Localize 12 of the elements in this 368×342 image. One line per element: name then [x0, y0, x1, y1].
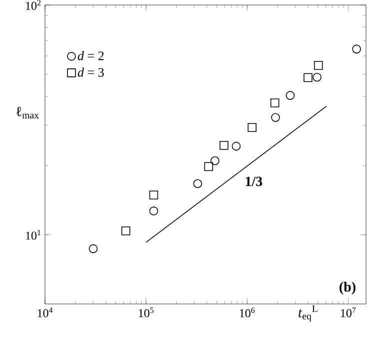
x-tick-label: 10$^{4}$	[38, 308, 53, 318]
x-axis-title: t$_{eq}$L	[298, 306, 318, 322]
y-tick-label: 10$^{1}$	[26, 230, 40, 240]
x-tick-label: 10$^{7}$	[341, 308, 356, 318]
x-tick-label: 10$^{6}$	[240, 308, 255, 318]
y-axis-title: ℓ$_{max}$	[16, 106, 39, 118]
annotation: 1/3	[246, 176, 262, 186]
legend-label: d = 3	[78, 68, 104, 77]
y-tick-label: 10$^{2}$	[26, 0, 41, 10]
legend-label: d = 2	[78, 51, 104, 60]
x-tick-label: 10$^{5}$	[138, 308, 154, 318]
annotation: (b)	[340, 282, 356, 294]
